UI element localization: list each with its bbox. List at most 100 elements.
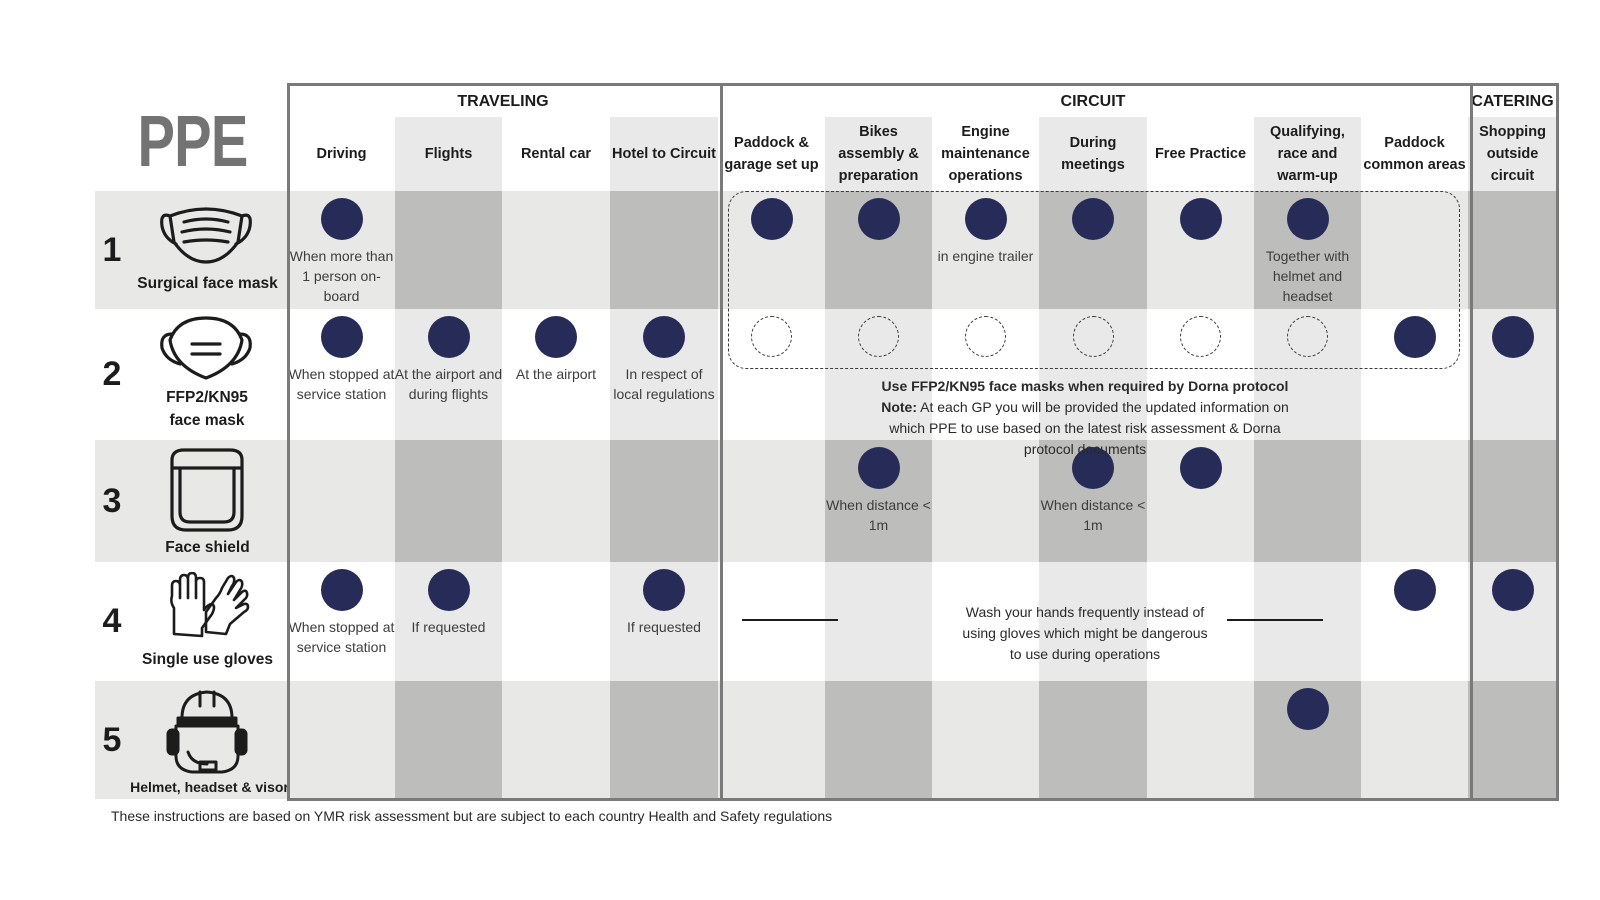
required-mark (857, 198, 900, 240)
row-band (95, 440, 288, 562)
required-mark (1072, 198, 1114, 240)
row-label: Single use gloves (142, 651, 273, 668)
row-band (95, 309, 288, 440)
cell-note: Together with helmet and headset (1265, 248, 1350, 304)
grid-cell (502, 681, 610, 799)
row-label: Face shield (165, 539, 250, 556)
header-stripe (825, 117, 932, 191)
grid-cell (825, 681, 932, 799)
cell-note: If requested (627, 619, 701, 635)
grid-cell (502, 562, 610, 681)
required-mark (643, 316, 685, 358)
group-title-catering: CATERING (1471, 92, 1554, 110)
grid-cell (932, 562, 1039, 681)
cell-note: At the airport and during flights (394, 366, 503, 402)
column-header: Hotel to Circuit (612, 146, 716, 162)
grid-cell (395, 191, 502, 309)
row-label: Surgical face mask (137, 275, 278, 292)
column-header: Shopping outside circuit (1479, 124, 1546, 184)
grid-cell (718, 440, 825, 562)
grid-cell (610, 440, 718, 562)
table-frame (287, 83, 1559, 801)
column-header: During meetings (1061, 135, 1125, 173)
column-header: Driving (316, 146, 367, 162)
face-shield-icon (162, 446, 252, 534)
ffp2-note-body: Note: At each GP you will be provided th… (720, 397, 1450, 460)
group-title-traveling: TRAVELING (457, 92, 549, 110)
cell-note: When stopped at service station (288, 619, 395, 655)
ffp2-note-heading: Use FFP2/KN95 face masks when required b… (881, 378, 1289, 394)
required-mark (535, 316, 577, 358)
cell-note: If requested (411, 619, 486, 635)
note-label: Note: (881, 399, 917, 415)
column-header: Bikes assembly & preparation (838, 124, 919, 184)
grid-cell (825, 562, 932, 681)
cell-note: in engine trailer (937, 248, 1034, 264)
required-mark (427, 569, 470, 611)
required-mark (964, 198, 1007, 240)
grid-cell (1254, 562, 1361, 681)
cell-note: In respect of local regulations (613, 366, 715, 402)
ffp2-mask-icon (158, 314, 254, 382)
grid-cell (1468, 440, 1557, 562)
required-mark (643, 569, 685, 611)
row-band (95, 562, 288, 681)
grid-cell (1147, 681, 1254, 799)
gloves-icon (162, 571, 252, 642)
grid-cell (395, 440, 502, 562)
grid-cell (610, 681, 718, 799)
required-mark (1491, 569, 1534, 611)
optional-mark (965, 316, 1006, 357)
header-stripe (1039, 117, 1147, 191)
divider (742, 619, 838, 621)
group-title-circuit: CIRCUIT (1060, 92, 1126, 110)
cell-note: When distance < 1m (1040, 497, 1146, 533)
grid-cell (502, 191, 610, 309)
grid-cell (1361, 191, 1468, 309)
column-header: Flights (424, 146, 473, 162)
grid-cell (1468, 681, 1557, 799)
group-separator (720, 83, 723, 801)
gloves-note: Wash your hands frequently instead of us… (962, 604, 1208, 662)
column-header: Paddock common areas (1363, 135, 1466, 173)
row-label: Helmet, headset & visor (130, 779, 289, 795)
header-stripe (395, 117, 502, 191)
cell-note: When more than 1 person on-board (289, 248, 394, 304)
row-number: 1 (102, 230, 122, 269)
note-text: At each GP you will be provided the upda… (889, 399, 1289, 457)
column-header: Paddock & garage set up (724, 135, 819, 173)
column-header: Free Practice (1154, 146, 1247, 162)
grid-cell (1361, 440, 1468, 562)
optional-mark (1180, 316, 1221, 357)
required-mark (1072, 447, 1114, 489)
required-mark (320, 569, 363, 611)
grid-cell (1468, 191, 1557, 309)
row-band (95, 681, 288, 799)
optional-mark (858, 316, 899, 357)
page-title: PPE (137, 102, 248, 182)
required-mark (1393, 569, 1436, 611)
row-number: 3 (102, 481, 122, 520)
required-mark (320, 316, 363, 358)
cell-note: When distance < 1m (826, 497, 931, 533)
optional-mark (1072, 316, 1114, 357)
header-stripe (1468, 117, 1557, 191)
grid-cell (1039, 681, 1147, 799)
row-number: 4 (102, 602, 122, 640)
row-number: 2 (102, 355, 122, 393)
grid-cell (1254, 440, 1361, 562)
grid-cell (932, 440, 1039, 562)
header-stripe (610, 117, 718, 191)
grid-cell (718, 562, 825, 681)
required-mark (750, 198, 793, 240)
grid-cell (1361, 681, 1468, 799)
column-header: Engine maintenance operations (941, 124, 1030, 184)
column-header: Rental car (520, 146, 592, 162)
footer-note: These instructions are based on YMR risk… (111, 808, 833, 824)
group-separator (1470, 83, 1473, 801)
helmet-headset-visor-icon (162, 686, 252, 778)
grid-cell (1147, 562, 1254, 681)
grid-cell (610, 191, 718, 309)
grid-cell (395, 681, 502, 799)
